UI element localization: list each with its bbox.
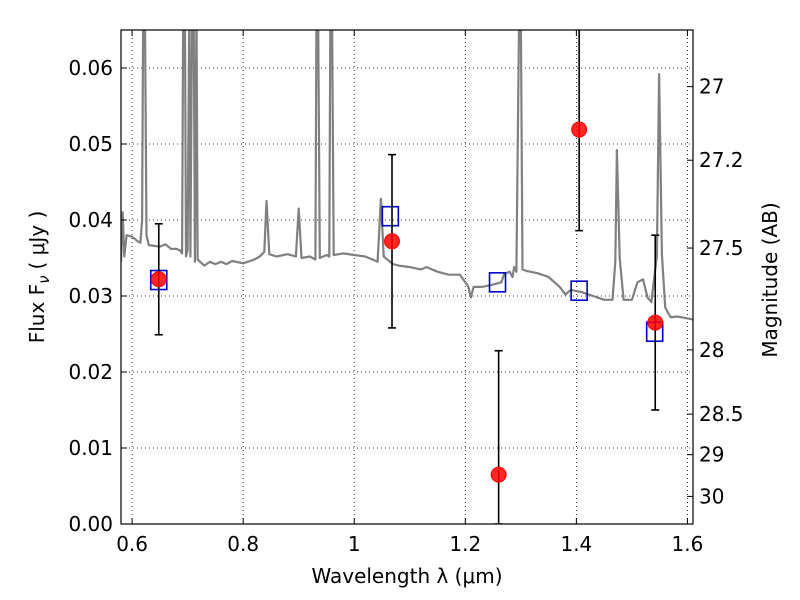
model-point <box>488 272 507 293</box>
y-tick-label: 0.01 <box>68 436 113 460</box>
y-tick-label: 0.03 <box>68 284 113 308</box>
x-tick-label: 1.4 <box>560 532 592 556</box>
y2-tick-label: 29 <box>699 443 724 467</box>
observed-point <box>490 466 507 483</box>
y2-tick-label: 28.5 <box>699 402 744 426</box>
model-point <box>570 280 588 301</box>
plot-frame <box>120 29 694 525</box>
y-tick-label: 0.02 <box>68 360 113 384</box>
y2-axis-label: Magnitude (AB) <box>758 202 782 357</box>
spectrum-line <box>121 30 693 321</box>
y2-tick-label: 27.5 <box>699 236 744 260</box>
axis-ticks: 0.6 0.8 1 1.2 1.4 1.6 0.00 0.01 0.02 0.03 0.04 0.05… <box>68 30 744 556</box>
y2-tick-label: 30 <box>699 484 724 508</box>
x-tick-label: 0.6 <box>116 532 148 556</box>
y-tick-label: 0.06 <box>68 56 113 80</box>
y-axis-label-sub: ν <box>35 275 53 283</box>
observed-point <box>150 271 167 288</box>
plot-area <box>121 30 693 524</box>
y-tick-label: 0.04 <box>68 208 113 232</box>
y2-tick-label: 27.2 <box>699 148 744 172</box>
grid <box>121 30 693 525</box>
x-tick-label: 1.6 <box>672 532 704 556</box>
y2-tick-label: 28 <box>699 338 724 362</box>
x-axis-label: Wavelength λ (μm) <box>311 564 502 588</box>
y-axis-label-main: Flux F <box>25 284 49 343</box>
x-tick-label: 0.8 <box>227 532 259 556</box>
y-tick-label: 0.00 <box>68 512 113 536</box>
observed-point <box>647 314 664 331</box>
y-tick-label: 0.05 <box>68 132 113 156</box>
y-axis-label-unit: ( μJy ) <box>25 211 49 270</box>
x-tick-label: 1 <box>348 532 361 556</box>
y-axis-label: Flux Fν ( μJy ) <box>25 211 53 344</box>
model-point <box>381 205 400 227</box>
x-tick-label: 1.2 <box>449 532 481 556</box>
observed-point <box>384 233 401 250</box>
observed-point <box>571 121 588 138</box>
y2-tick-label: 27 <box>699 75 724 99</box>
